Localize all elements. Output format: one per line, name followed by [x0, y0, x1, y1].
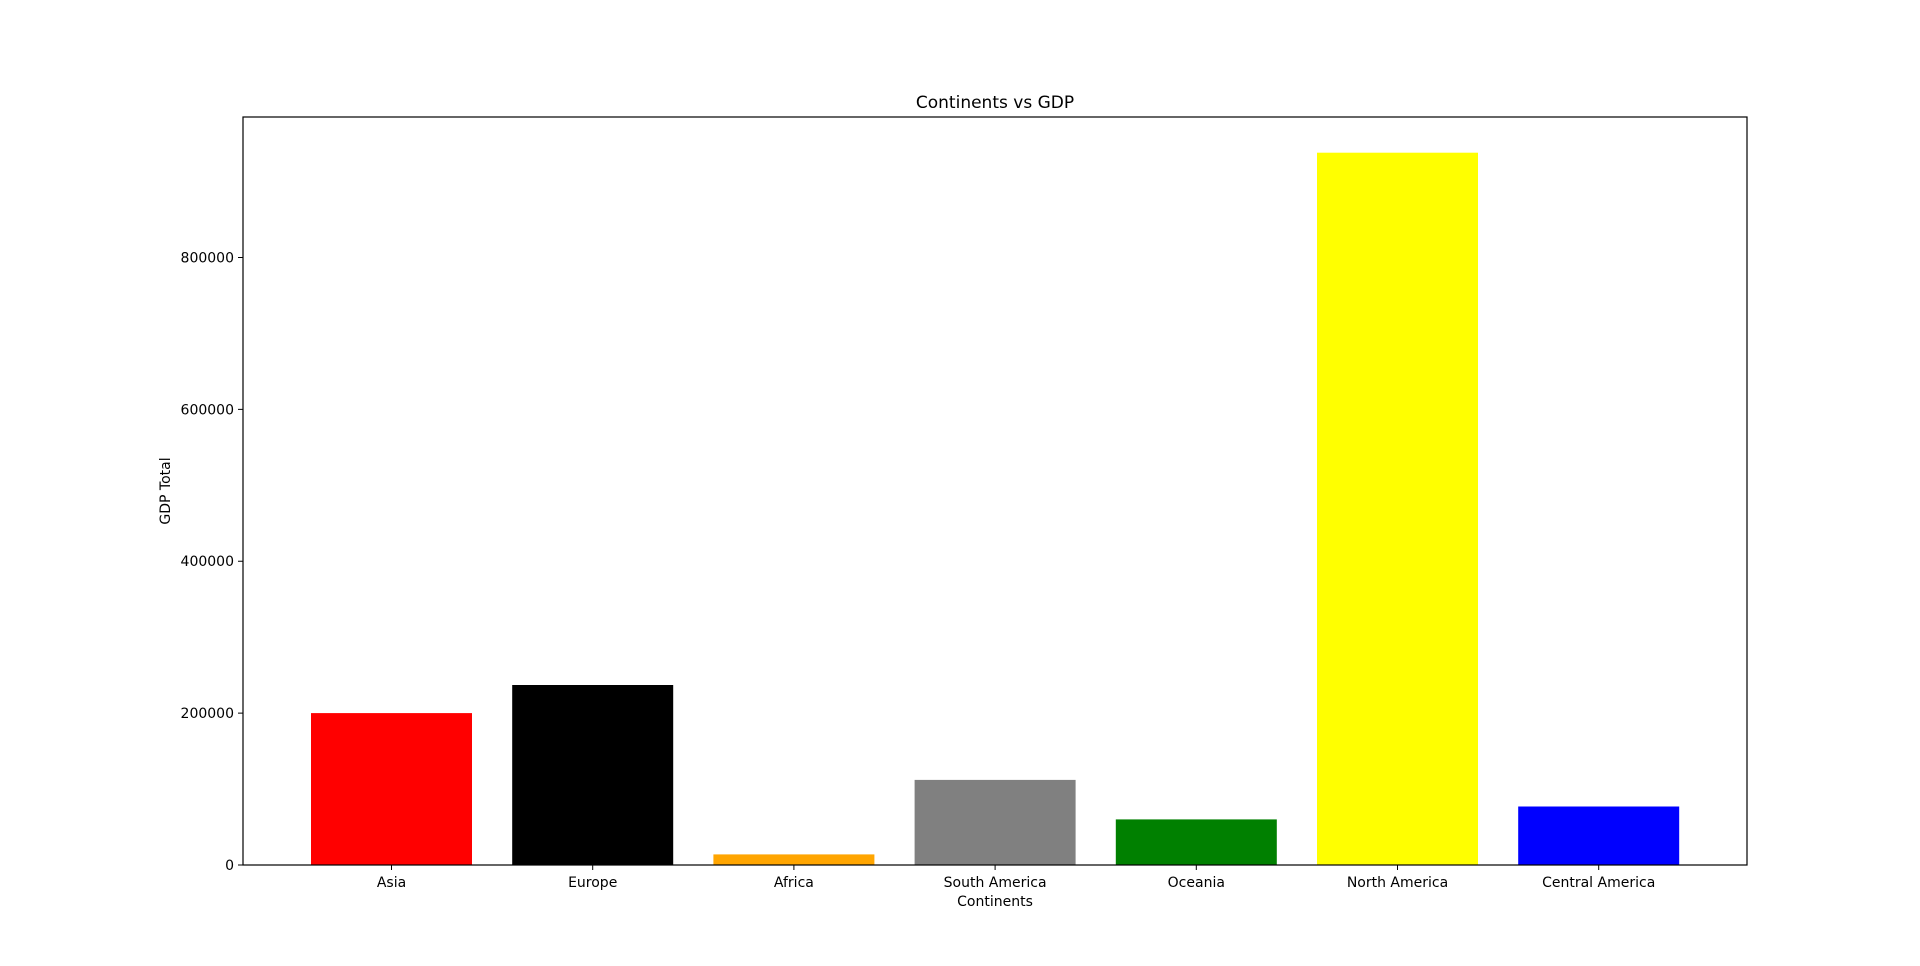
x-tick-label: Central America — [1542, 875, 1655, 891]
plot-area-frame — [242, 116, 1748, 866]
bar-central-america — [1518, 806, 1680, 865]
x-tick-label: North America — [1347, 875, 1448, 891]
bar-africa — [713, 854, 875, 865]
bar-oceania — [1115, 819, 1277, 865]
y-axis-label: GDP Total — [158, 457, 174, 524]
x-tick-label: Oceania — [1168, 875, 1225, 891]
y-tick-label: 800000 — [181, 250, 234, 266]
bar-north-america — [1317, 152, 1478, 865]
bars-group — [311, 152, 1680, 865]
x-tick-label: Asia — [377, 875, 406, 891]
bar-asia — [311, 713, 472, 865]
bar-europe — [512, 685, 674, 865]
x-tick-label: Africa — [774, 875, 814, 891]
x-axis-label: Continents — [957, 894, 1033, 910]
y-axis: 0 200000 400000 600000 800000 — [181, 250, 243, 874]
x-axis: Asia Europe Africa South America Oceania Nort… — [377, 865, 1655, 891]
y-tick-label: 200000 — [181, 706, 234, 722]
x-tick-label: Europe — [568, 875, 617, 891]
y-tick-label: 600000 — [181, 402, 234, 418]
y-tick-label: 0 — [225, 858, 234, 874]
chart-title: Continents vs GDP — [916, 93, 1074, 113]
bar-south-america — [914, 779, 1076, 865]
y-tick-label: 400000 — [181, 554, 234, 570]
x-tick-label: South America — [944, 875, 1047, 891]
